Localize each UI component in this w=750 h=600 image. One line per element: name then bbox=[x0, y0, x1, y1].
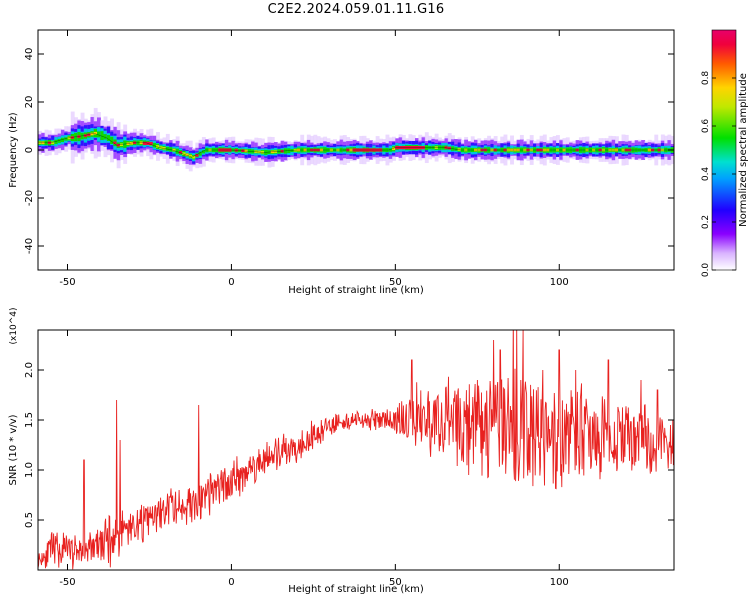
heat-cell bbox=[169, 147, 174, 152]
x-tick-label: 100 bbox=[550, 577, 569, 588]
x-tick-label: 100 bbox=[550, 277, 569, 288]
heat-cell bbox=[388, 148, 393, 152]
colorbar-tick-label: 0.0 bbox=[701, 263, 711, 278]
colorbar-tick-label: 0.8 bbox=[701, 71, 711, 86]
heat-cell bbox=[165, 146, 170, 151]
x-tick-label: -50 bbox=[59, 577, 75, 588]
x-tick-label: 50 bbox=[389, 277, 402, 288]
snr-y-label: SNR (10 * v/v) bbox=[8, 414, 19, 485]
x-tick-label: 0 bbox=[228, 577, 234, 588]
heat-cell bbox=[80, 132, 85, 140]
heat-peak-cell bbox=[83, 134, 88, 137]
heat-peak-cell bbox=[119, 143, 124, 147]
snr-y-ticks: 0.5 1.0 1.5 2.0 bbox=[24, 362, 674, 528]
heat-peak-cell bbox=[87, 133, 92, 137]
y-tick-label: 20 bbox=[24, 96, 35, 109]
colorbar-tick-label: 0.6 bbox=[701, 119, 711, 134]
heat-peak-cell bbox=[77, 135, 82, 138]
x-tick-label: 50 bbox=[389, 577, 402, 588]
heat-cell bbox=[201, 150, 206, 154]
y-tick-label: -20 bbox=[24, 190, 35, 206]
heat-peak-cell bbox=[116, 143, 121, 147]
snr-series-line bbox=[38, 330, 674, 570]
spectrogram-heatmap bbox=[38, 107, 674, 172]
y-tick-label: 40 bbox=[24, 48, 35, 61]
snr-multiplier: (x10^4) bbox=[9, 307, 19, 344]
heat-peak-cell bbox=[113, 141, 118, 145]
heat-cell bbox=[152, 142, 157, 148]
heat-peak-cell bbox=[162, 146, 167, 150]
heat-cell bbox=[54, 139, 59, 144]
colorbar-label: Normalized spectral amplitude bbox=[738, 73, 749, 227]
snr-x-label: Height of straight line (km) bbox=[288, 584, 424, 595]
heat-cell bbox=[97, 131, 101, 138]
heat-cell bbox=[64, 137, 69, 141]
colorbar-gradient bbox=[711, 29, 737, 271]
heat-cell bbox=[198, 151, 203, 156]
heat-peak-cell bbox=[70, 136, 75, 139]
heat-peak-cell bbox=[172, 148, 177, 152]
spectrogram-x-label: Height of straight line (km) bbox=[288, 285, 424, 296]
heat-peak-cell bbox=[178, 151, 183, 154]
heat-peak-cell bbox=[126, 142, 131, 146]
y-tick-label: 1.0 bbox=[24, 462, 35, 478]
snr-panel: -50 0 50 100 0.5 1.0 1.5 2.0 Height of straigh… bbox=[8, 307, 675, 595]
heat-peak-cell bbox=[457, 148, 462, 151]
y-tick-label: 1.5 bbox=[24, 412, 35, 428]
heat-peak-cell bbox=[93, 131, 98, 135]
heat-cell bbox=[106, 135, 111, 141]
heat-cell bbox=[454, 147, 459, 151]
spectrogram-ridge-line bbox=[38, 132, 674, 158]
heat-cell bbox=[451, 146, 455, 151]
heat-peak-cell bbox=[185, 153, 190, 157]
heat-peak-cell bbox=[447, 146, 452, 150]
spectrogram-y-ticks: 40 20 0 -20 -40 bbox=[24, 48, 674, 254]
colorbar: 0.0 0.2 0.4 0.6 0.8 Normalized spectral ampl… bbox=[701, 29, 749, 278]
y-tick-label: 0.5 bbox=[24, 512, 35, 528]
heat-peak-cell bbox=[192, 155, 196, 159]
heat-cell bbox=[74, 132, 78, 142]
heat-cell bbox=[100, 131, 105, 141]
colorbar-tick-label: 0.2 bbox=[701, 215, 711, 229]
x-tick-label: -50 bbox=[59, 277, 75, 288]
heat-peak-cell bbox=[129, 141, 134, 145]
heat-peak-cell bbox=[90, 132, 95, 136]
heat-cell bbox=[57, 138, 62, 143]
spectrogram-x-ticks: -50 0 50 100 bbox=[59, 30, 569, 288]
colorbar-tick-label: 0.4 bbox=[701, 167, 711, 182]
heat-cell bbox=[123, 140, 128, 148]
y-tick-label: 0 bbox=[24, 147, 35, 153]
x-tick-label: 0 bbox=[228, 277, 234, 288]
snr-frame bbox=[37, 329, 675, 571]
heat-peak-cell bbox=[188, 154, 193, 158]
heat-peak-cell bbox=[51, 141, 55, 145]
heat-cell bbox=[110, 136, 115, 145]
y-tick-label: 2.0 bbox=[24, 362, 35, 378]
y-tick-label: -40 bbox=[24, 238, 35, 254]
colorbar-ticks: 0.0 0.2 0.4 0.6 0.8 bbox=[701, 71, 736, 278]
heat-peak-cell bbox=[67, 136, 72, 140]
heat-peak-cell bbox=[392, 147, 396, 151]
snr-x-ticks: -50 0 50 100 bbox=[59, 330, 569, 588]
heat-peak-cell bbox=[182, 152, 187, 155]
heat-peak-cell bbox=[195, 154, 200, 157]
heat-cell bbox=[103, 134, 108, 140]
heat-peak-cell bbox=[156, 145, 160, 148]
heat-cell bbox=[175, 148, 180, 154]
spectrogram-y-label: Frequency (Hz) bbox=[8, 112, 19, 188]
heat-cell bbox=[60, 137, 65, 143]
spectrogram-panel: -50 0 50 100 40 20 0 -20 -40 Height of straight… bbox=[8, 29, 675, 296]
figure-title: C2E2.2024.059.01.11.G16 bbox=[267, 2, 445, 17]
heat-peak-cell bbox=[444, 146, 449, 149]
heat-peak-cell bbox=[159, 146, 164, 149]
